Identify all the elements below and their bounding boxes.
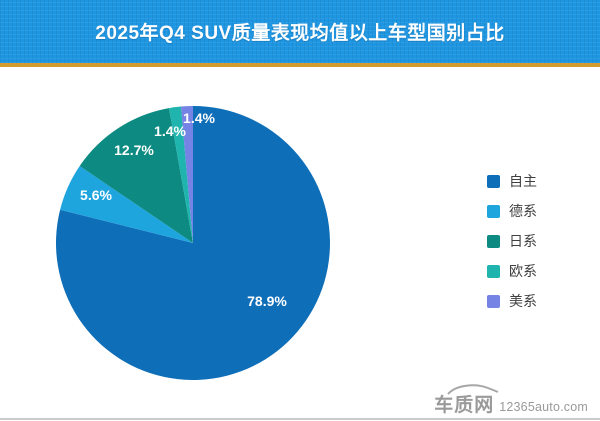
legend-item-zizhu[interactable]: 自主 xyxy=(487,174,537,188)
legend-item-dexi[interactable]: 德系 xyxy=(487,204,537,218)
legend-label-ouxi: 欧系 xyxy=(509,263,537,279)
header-bar: 2025年Q4 SUV质量表现均值以上车型国别占比 xyxy=(0,0,600,67)
legend-swatch-meixi-icon xyxy=(487,294,500,308)
pie-slice-1[interactable] xyxy=(60,165,194,243)
pie-label-meixi: 1.4% xyxy=(183,110,215,126)
legend-item-meixi[interactable]: 美系 xyxy=(487,294,537,308)
legend-item-ouxi[interactable]: 欧系 xyxy=(487,264,537,278)
pie-slice-3[interactable] xyxy=(169,106,193,243)
car-outline-icon xyxy=(447,384,499,395)
legend-label-rixi: 日系 xyxy=(509,233,537,249)
pie-label-zizhu: 78.9% xyxy=(247,293,287,309)
pie-slice-4[interactable] xyxy=(180,106,193,243)
brand-name: 车质网 xyxy=(434,395,495,416)
legend-swatch-dexi-icon xyxy=(487,204,500,218)
page-title: 2025年Q4 SUV质量表现均值以上车型国别占比 xyxy=(95,23,505,44)
legend-label-zizhu: 自主 xyxy=(509,173,537,189)
legend-label-meixi: 美系 xyxy=(509,293,537,309)
pie-slice-0[interactable] xyxy=(55,106,330,380)
legend: 自主 德系 日系 欧系 美系 xyxy=(487,174,537,308)
site-url: 12365auto.com xyxy=(499,400,588,414)
legend-item-rixi[interactable]: 日系 xyxy=(487,234,537,248)
pie-label-dexi: 5.6% xyxy=(80,187,112,203)
legend-swatch-zizhu-icon xyxy=(487,174,500,188)
pie-label-ouxi: 1.4% xyxy=(154,123,186,139)
bottom-divider xyxy=(0,418,600,420)
brand-logo: 车质网 xyxy=(434,384,499,417)
legend-swatch-rixi-icon xyxy=(487,234,500,248)
footer-watermark: 车质网 12365auto.com xyxy=(434,384,588,417)
pie-slice-2[interactable] xyxy=(79,108,193,243)
legend-swatch-ouxi-icon xyxy=(487,264,500,278)
pie-label-rixi: 12.7% xyxy=(114,142,154,158)
legend-label-dexi: 德系 xyxy=(509,203,537,219)
